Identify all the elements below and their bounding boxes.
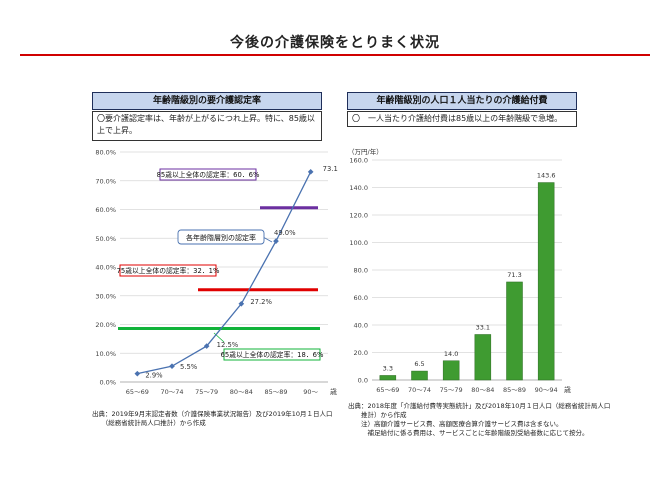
age-certification-rate-chart: 0.0%10.0%20.0%30.0%40.0%50.0%60.0%70.0%8… [95,149,338,397]
x-unit-label: 歳 [330,387,337,396]
x-tick-label: 80～84 [230,388,253,396]
data-label: 49.0% [274,229,296,237]
left-source: 出典：2019年9月末認定者数（介護保険事業状況報告）及び2019年10月１日人… [92,410,333,427]
right-panel-header: 年齢階級別の人口１人当たりの介護給付費 [347,92,577,110]
title-divider [20,54,650,56]
y-tick-label: 40.0% [95,264,116,272]
right-note: 〇 一人当たり介護給付費は85歳以上の年齢階級で急増。 [347,111,577,127]
x-tick-label: 65～69 [126,388,149,396]
bar [474,334,492,381]
y-tick-label: 30.0% [95,292,116,300]
reference-label: 85歳以上全体の認定率：60．6% [157,170,260,179]
series-legend-label: 各年齢階層別の認定率 [186,233,256,242]
data-point [307,169,314,175]
reference-lines: 85歳以上全体の認定率：60．6% 75歳以上全体の認定率：32．1% 65歳以上全… [117,168,324,361]
x-tick-label: 65～69 [376,386,399,394]
data-label: 73.1% [323,165,338,173]
reference-label: 75歳以上全体の認定率：32．1% [117,266,220,275]
y-tick-labels: 0.0% 10.0% 20.0% 30.0% 40.0% 50.0% 60.0% 70.0% 8… [95,149,116,387]
data-point [238,300,245,307]
data-label: 2.9% [145,372,163,380]
page-title: 今後の介護保険をとりまく状況 [230,35,440,51]
data-point [273,238,279,244]
bar-value-label: 143.6 [537,172,556,180]
x-tick-label: 85～89 [264,388,287,396]
series-line [137,171,312,375]
x-tick-label: 70～74 [408,386,431,394]
bars [379,182,555,381]
y-tick-label: 0.0% [99,379,116,387]
x-tick-labels: 65～69 70～74 75～79 80～84 85～89 90～ [126,388,319,396]
left-panel-header: 年齢階級別の要介護認定率 [92,92,322,110]
y-tick-label: 60.0 [354,294,368,302]
y-tick-label: 160.0 [349,157,368,165]
right-source: 出典：2018年度「介護給付費等実態統計」及び2018年10月１日人口（総務省統… [348,402,611,437]
x-tick-label: 70～74 [160,388,183,396]
data-label: 27.2% [250,298,272,306]
y-tick-label: 80.0% [95,149,116,157]
y-tick-label: 60.0% [95,206,116,214]
bar-value-label: 14.0 [444,350,458,358]
data-label: 12.5% [217,341,239,349]
bar-value-labels: 3.3 6.5 14.0 33.1 71.3 143.6 [383,172,556,373]
y-tick-label: 20.0% [95,321,116,329]
bar [506,281,523,381]
y-tick-labels: 0.0 20.0 40.0 60.0 80.0 100.0 120.0 140.0 160.0 [349,157,368,385]
data-point [169,363,175,370]
bar [411,370,428,381]
left-note: 〇要介護認定率は、年齢が上がるにつれ上昇。特に、85歳以上で上昇。 [92,111,322,141]
data-label: 5.5% [180,363,198,371]
x-tick-label: 90～ [303,388,318,396]
y-tick-label: 100.0 [349,239,368,247]
bar [379,375,397,381]
bar-value-label: 3.3 [383,364,393,372]
reference-label-box [119,264,217,277]
x-tick-label: 75～79 [195,388,218,396]
bar-value-label: 6.5 [414,360,424,368]
y-tick-label: 10.0% [95,350,116,358]
x-tick-labels: 65～69 70～74 75～79 80～84 85～89 90～94 [376,386,557,394]
y-tick-label: 40.0 [354,322,368,330]
y-tick-label: 140.0 [349,184,368,192]
y-tick-label: 20.0 [354,349,368,357]
x-tick-label: 80～84 [471,386,494,394]
x-tick-label: 85～89 [503,386,526,394]
right-unit-label: （万円/年） [348,148,383,156]
x-tick-label: 90～94 [535,386,558,394]
y-tick-label: 50.0% [95,235,116,243]
bar-value-label: 71.3 [507,271,521,279]
y-tick-label: 120.0 [349,212,368,220]
y-gridlines [372,159,562,381]
bar [442,360,460,381]
data-point [134,370,141,377]
y-tick-label: 0.0 [358,377,368,385]
data-labels: 2.9% 5.5% 12.5% 27.2% 49.0% 73.1% [145,165,338,380]
y-tick-label: 70.0% [95,177,116,185]
x-unit-label: 歳 [564,385,571,394]
x-tick-label: 75～79 [440,386,463,394]
data-point [203,343,210,349]
y-tick-label: 80.0 [354,267,368,275]
bar-value-label: 33.1 [476,323,490,331]
series-callout: 各年齢階層別の認定率 [177,229,273,245]
reference-label: 65歳以上全体の認定率：18．6% [221,350,324,359]
bar [537,182,555,381]
per-capita-care-cost-chart: 0.020.040.060.080.0100.0120.0140.0160.0 … [349,157,571,395]
series-markers [134,169,314,377]
reference-label-box [159,168,257,181]
reference-label-box [223,348,321,361]
